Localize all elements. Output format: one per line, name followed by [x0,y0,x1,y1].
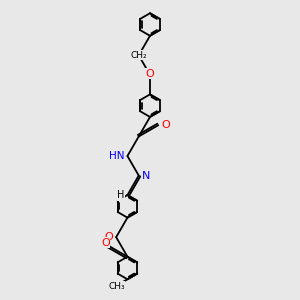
Text: CH₂: CH₂ [130,51,147,60]
Text: O: O [146,69,154,79]
Text: O: O [104,232,113,242]
Text: O: O [101,238,110,248]
Text: O: O [161,120,170,130]
Text: CH₃: CH₃ [108,282,125,291]
Text: N: N [142,170,150,181]
Text: HN: HN [109,151,124,161]
Text: H: H [117,190,124,200]
